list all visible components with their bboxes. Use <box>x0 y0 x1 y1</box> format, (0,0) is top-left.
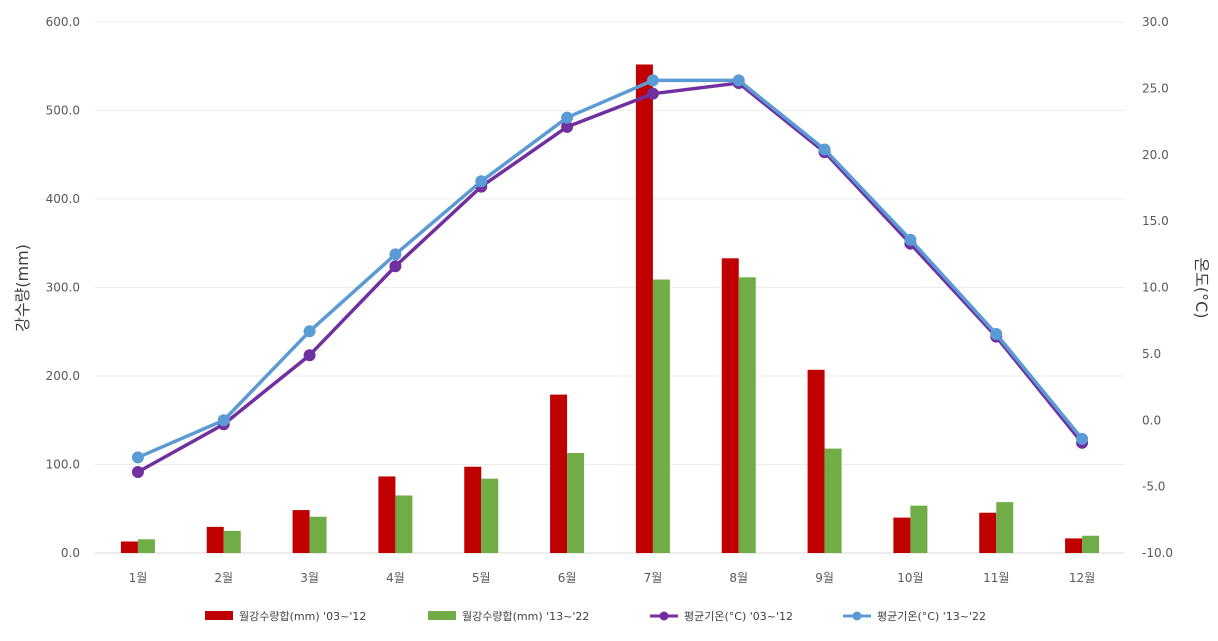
legend-label: 평균기온(°C) '13~'22 <box>877 610 986 623</box>
y-left-tick-label: 0.0 <box>61 546 80 560</box>
legend: 월강수량합(mm) '03~'12 월강수량합(mm) '13~'22 평균기온(°… <box>205 610 986 623</box>
bar <box>996 502 1014 553</box>
data-point <box>990 327 1003 340</box>
legend-swatch <box>428 611 456 620</box>
bar <box>120 541 138 553</box>
legend-label: 월강수량합(mm) '03~'12 <box>239 610 366 623</box>
legend-swatch <box>205 611 233 620</box>
y-right-tick-label: 0.0 <box>1142 413 1161 427</box>
y-right-tick-label: 15.0 <box>1142 214 1169 228</box>
bar <box>721 258 739 553</box>
bars-layer <box>120 64 1100 553</box>
data-point <box>475 175 488 188</box>
lines-layer <box>131 74 1089 479</box>
y-left-tick-label: 500.0 <box>46 104 80 118</box>
y-left-tick-label: 300.0 <box>46 281 80 295</box>
y-left-tick-label: 400.0 <box>46 192 80 206</box>
bar <box>1082 535 1100 553</box>
series-line <box>136 81 1084 474</box>
x-tick-label: 7월 <box>644 571 663 585</box>
y-right-tick-label: 20.0 <box>1142 148 1169 162</box>
bar <box>550 394 568 553</box>
grid-layer <box>95 21 1125 554</box>
bar <box>652 279 670 553</box>
x-tick-label: 2월 <box>214 571 233 585</box>
data-point <box>131 466 144 479</box>
y-right-tick-label: -5.0 <box>1142 480 1165 494</box>
data-point <box>303 349 316 362</box>
y-right-tick-label: 10.0 <box>1142 281 1169 295</box>
axis-layer: 0.0 100.0 200.0 300.0 400.0 500.0 600.0 -10.0 -5… <box>46 15 1173 585</box>
y-left-tick-label: 200.0 <box>46 369 80 383</box>
bar <box>464 466 482 553</box>
bar <box>137 539 155 553</box>
bar <box>910 505 928 553</box>
y-right-tick-label: -10.0 <box>1142 546 1173 560</box>
data-point <box>818 143 831 156</box>
data-point <box>217 414 230 427</box>
data-point <box>646 74 659 87</box>
bar <box>635 64 653 553</box>
data-point <box>389 248 402 261</box>
data-point <box>732 74 745 87</box>
legend-marker <box>659 611 669 621</box>
y-right-axis-title: 온도(°C) <box>1192 257 1211 318</box>
x-tick-label: 4월 <box>386 571 405 585</box>
bar <box>824 448 842 553</box>
x-tick-label: 5월 <box>472 571 491 585</box>
bar <box>567 452 585 553</box>
data-point <box>646 87 659 100</box>
data-point <box>303 325 316 338</box>
bar <box>738 277 756 553</box>
x-tick-label: 12월 <box>1069 571 1095 585</box>
series-line <box>136 78 1084 460</box>
bar <box>807 369 825 553</box>
legend-label: 평균기온(°C) '03~'12 <box>684 610 793 623</box>
bar <box>893 517 911 553</box>
y-left-axis-title: 강수량(mm) <box>13 244 32 332</box>
data-point <box>131 451 144 464</box>
y-right-tick-label: 30.0 <box>1142 15 1169 29</box>
y-left-tick-label: 100.0 <box>46 458 80 472</box>
bar <box>979 512 997 553</box>
data-point <box>561 111 574 124</box>
x-tick-label: 1월 <box>129 571 148 585</box>
bar <box>1065 538 1083 553</box>
legend-label: 월강수량합(mm) '13~'22 <box>462 610 589 623</box>
x-tick-label: 10월 <box>897 571 923 585</box>
x-tick-label: 9월 <box>815 571 834 585</box>
bar <box>223 530 241 553</box>
bar <box>292 510 310 553</box>
x-tick-label: 11월 <box>983 571 1009 585</box>
data-point <box>904 233 917 246</box>
x-tick-label: 3월 <box>300 571 319 585</box>
bar <box>309 516 327 553</box>
x-tick-label: 6월 <box>558 571 577 585</box>
bar <box>481 478 499 553</box>
y-right-tick-label: 25.0 <box>1142 81 1169 95</box>
legend-marker <box>852 611 862 621</box>
data-point <box>389 260 402 273</box>
bar <box>395 495 413 553</box>
bar <box>206 526 224 553</box>
data-point <box>1076 432 1089 445</box>
y-right-tick-label: 5.0 <box>1142 347 1161 361</box>
x-tick-label: 8월 <box>729 571 748 585</box>
y-left-tick-label: 600.0 <box>46 15 80 29</box>
bar <box>378 476 396 553</box>
